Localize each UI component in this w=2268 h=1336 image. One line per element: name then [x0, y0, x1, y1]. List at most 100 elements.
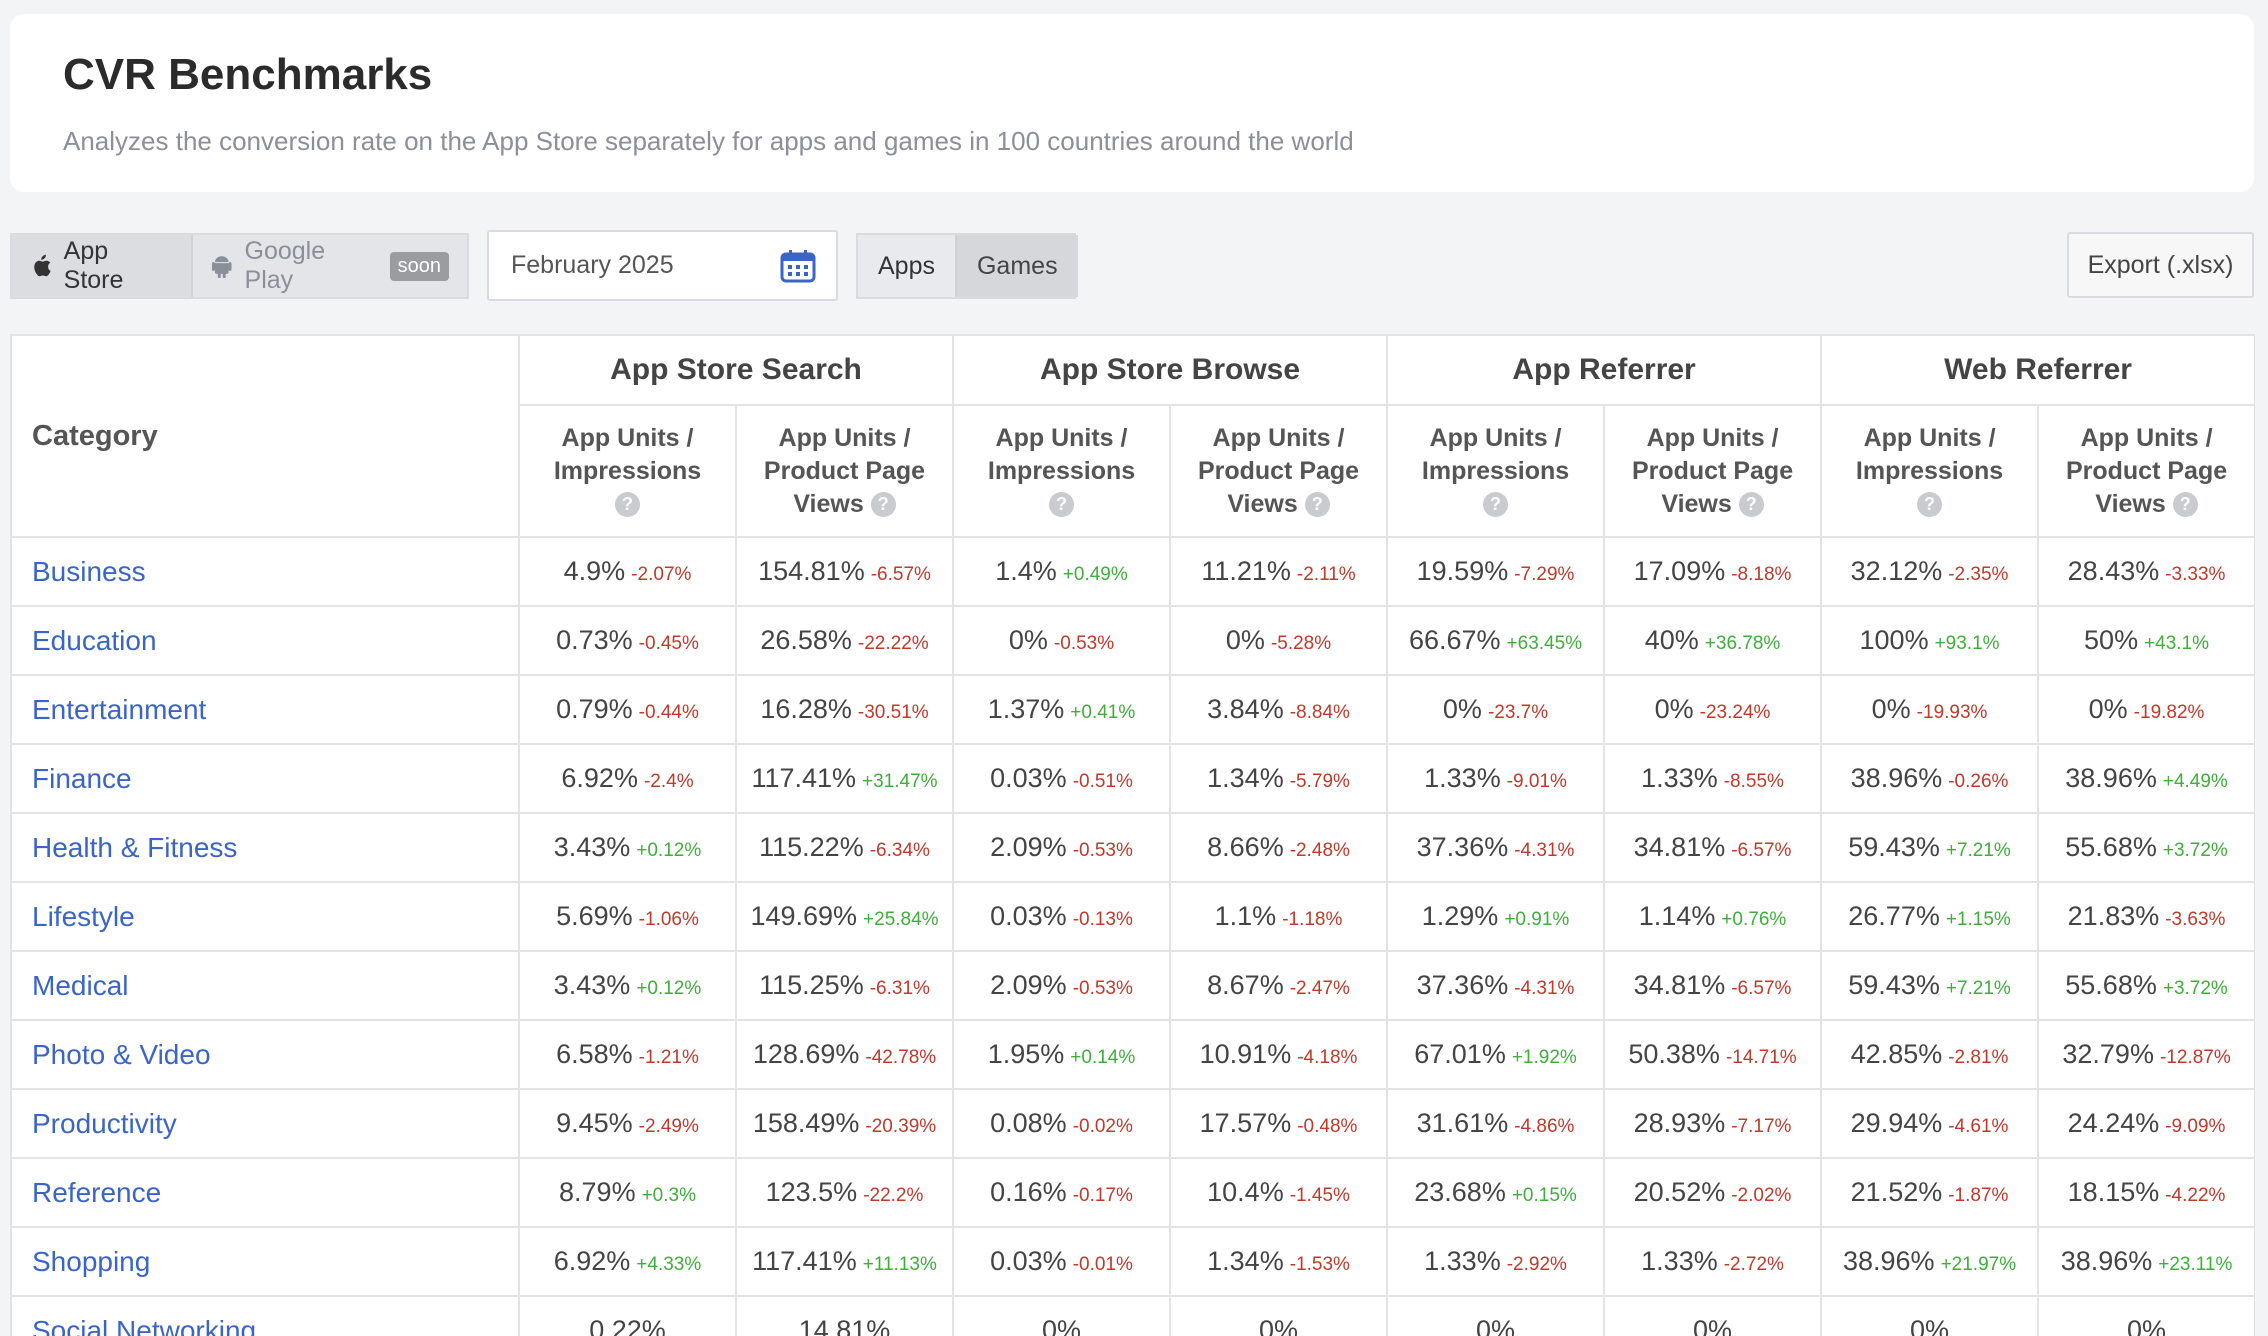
sub-header-label-line: Impressions — [987, 456, 1136, 485]
metric-delta: -8.84% — [1289, 702, 1350, 723]
group-header-web-referrer: Web Referrer — [1820, 334, 2255, 406]
metric-value: 6.92% — [553, 1246, 631, 1276]
metric-delta: -1.18% — [1282, 909, 1343, 930]
help-icon[interactable]: ? — [1483, 492, 1509, 518]
help-icon[interactable]: ? — [870, 492, 896, 518]
metric-delta: -4.18% — [1297, 1047, 1358, 1068]
category-link[interactable]: Photo & Video — [10, 1019, 520, 1090]
metric-value: 123.5% — [765, 1177, 858, 1207]
sub-header-label-line: App Units / — [1646, 423, 1779, 452]
category-link[interactable]: Reference — [10, 1157, 520, 1228]
calendar-icon[interactable] — [780, 249, 816, 283]
metric-delta: -2.4% — [643, 771, 694, 792]
metric-cell: 3.84% -8.84% — [1169, 674, 1389, 745]
help-icon[interactable]: ? — [1304, 492, 1330, 518]
sub-header-label-line: App Units / — [778, 423, 911, 452]
metric-delta: -9.09% — [2165, 1116, 2226, 1137]
table-row: Health & Fitness 3.43% +0.12% 115.22% -6.34%… — [10, 812, 2255, 883]
metric-value: 21.52% — [1850, 1177, 1943, 1207]
month-picker[interactable]: February 2025 — [487, 230, 838, 301]
category-link[interactable]: Education — [10, 605, 520, 676]
table-row: Photo & Video 6.58% -1.21% 128.69% -42.78% 1.… — [10, 1019, 2255, 1090]
metric-value: 0.22% — [589, 1315, 666, 1336]
sub-header-label-line: Impressions — [1421, 456, 1570, 485]
metric-cell: 0.03% -0.13% — [952, 881, 1172, 952]
table-row: Productivity 9.45% -2.49% 158.49% -20.39% 0.0… — [10, 1088, 2255, 1159]
metric-delta: -22.22% — [857, 633, 929, 654]
metric-delta: -0.02% — [1072, 1116, 1133, 1137]
metric-cell: 0.79% -0.44% — [518, 674, 737, 745]
metric-cell: 29.94% -4.61% — [1820, 1088, 2040, 1159]
metric-cell: 26.58% -22.22% — [734, 605, 955, 676]
metric-delta: -3.33% — [2165, 564, 2226, 585]
metric-delta: -30.51% — [857, 702, 929, 723]
metric-cell: 0% — [1386, 1295, 1606, 1336]
metric-value: 0% — [1910, 1315, 1950, 1336]
help-icon[interactable]: ? — [1917, 492, 1943, 518]
metric-cell: 8.66% -2.48% — [1169, 812, 1389, 883]
metric-cell: 21.52% -1.87% — [1820, 1157, 2040, 1228]
metric-value: 0% — [1476, 1315, 1516, 1336]
metric-value: 0% — [1693, 1315, 1733, 1336]
metric-delta: -8.55% — [1723, 771, 1784, 792]
metric-delta: -2.72% — [1723, 1254, 1784, 1275]
apps-button[interactable]: Apps — [858, 235, 957, 297]
metric-cell: 55.68% +3.72% — [2037, 812, 2255, 883]
category-link[interactable]: Business — [10, 536, 520, 607]
category-link[interactable]: Lifestyle — [10, 881, 520, 952]
games-button[interactable]: Games — [956, 235, 1078, 297]
metric-delta: +36.78% — [1704, 633, 1781, 654]
metric-value: 23.68% — [1414, 1177, 1506, 1207]
category-link[interactable]: Social Networking — [10, 1295, 520, 1336]
metric-value: 55.68% — [2065, 832, 2157, 862]
metric-value: 2.09% — [990, 970, 1067, 1000]
app-store-button[interactable]: App Store — [12, 235, 194, 297]
metric-value: 50% — [2084, 625, 2139, 655]
metric-cell: 6.92% -2.4% — [518, 743, 737, 814]
metric-value: 38.96% — [1842, 1246, 1935, 1276]
category-link[interactable]: Entertainment — [10, 674, 520, 745]
metric-delta: -0.17% — [1072, 1185, 1133, 1206]
metric-cell: 158.49% -20.39% — [734, 1088, 955, 1159]
metric-value: 1.34% — [1207, 1246, 1284, 1276]
category-link[interactable]: Productivity — [10, 1088, 520, 1159]
category-link[interactable]: Health & Fitness — [10, 812, 520, 883]
metric-value: 55.68% — [2065, 970, 2157, 1000]
help-icon[interactable]: ? — [1049, 492, 1075, 518]
export-button[interactable]: Export (.xlsx) — [2067, 232, 2254, 298]
category-link[interactable]: Shopping — [10, 1226, 520, 1297]
category-link[interactable]: Medical — [10, 950, 520, 1021]
metric-value: 5.69% — [556, 901, 633, 931]
help-icon[interactable]: ? — [1738, 492, 1764, 518]
sub-header-label-line: App Units / — [2080, 423, 2213, 452]
metric-delta: +7.21% — [1945, 840, 2011, 861]
metric-cell: 1.33% -8.55% — [1603, 743, 1823, 814]
metric-cell: 2.09% -0.53% — [952, 950, 1172, 1021]
help-icon[interactable]: ? — [615, 492, 640, 518]
benchmarks-table-container: Category App Store Search App Store Brow… — [10, 334, 2255, 1336]
metric-value: 9.45% — [556, 1108, 633, 1138]
metric-delta: -0.44% — [638, 702, 699, 723]
metric-value: 21.83% — [2067, 901, 2160, 931]
sub-header-label-line: App Units / — [1212, 423, 1345, 452]
metric-delta: -3.63% — [2165, 909, 2226, 930]
google-play-label: Google Play — [244, 237, 326, 294]
metric-value: 18.15% — [2067, 1177, 2160, 1207]
metric-cell: 14.81% — [734, 1295, 955, 1336]
metric-delta: -2.11% — [1296, 564, 1356, 585]
sub-header: App Units / Product Page Views ? — [2037, 404, 2255, 538]
metric-value: 149.69% — [750, 901, 858, 931]
metric-cell: 38.96% +21.97% — [1820, 1226, 2040, 1297]
metric-delta: -7.17% — [1731, 1116, 1792, 1137]
google-play-button[interactable]: Google Play soon — [193, 235, 467, 297]
help-icon[interactable]: ? — [2172, 492, 2198, 518]
metric-value: 1.33% — [1641, 763, 1718, 793]
metric-delta: +0.15% — [1511, 1185, 1577, 1206]
benchmarks-table: Category App Store Search App Store Brow… — [10, 334, 2255, 1336]
metric-delta: -2.47% — [1289, 978, 1350, 999]
metric-value: 0.03% — [990, 901, 1067, 931]
metric-cell: 21.83% -3.63% — [2037, 881, 2255, 952]
metric-delta: +0.3% — [641, 1185, 696, 1206]
metric-cell: 1.14% +0.76% — [1603, 881, 1823, 952]
category-link[interactable]: Finance — [10, 743, 520, 814]
